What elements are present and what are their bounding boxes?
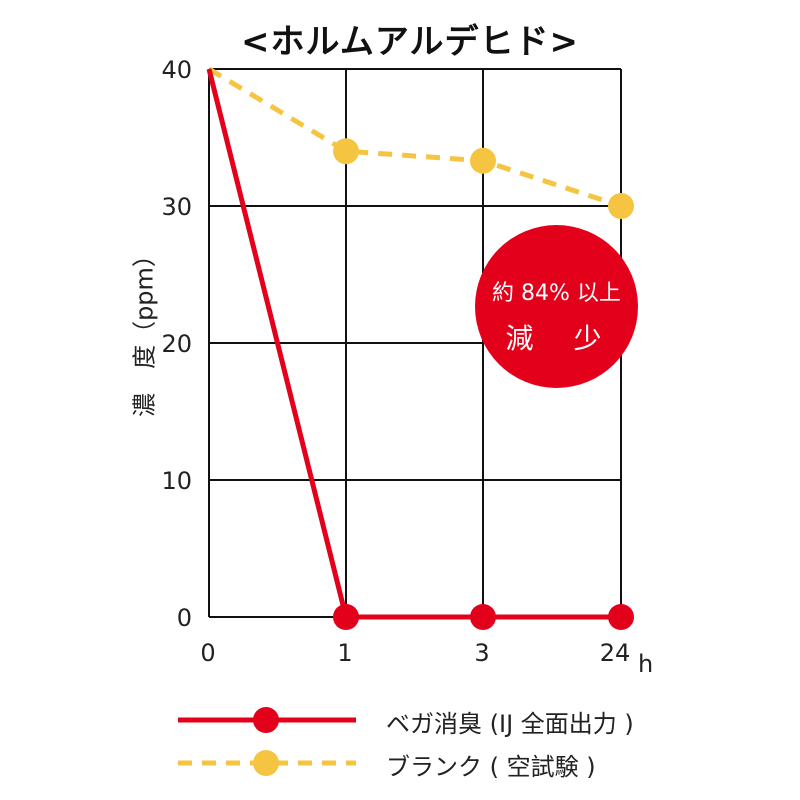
series-0-point-1 [333, 604, 359, 630]
legend-label-blank: ブランク ( 空試験 ) [386, 753, 596, 781]
badge-line-2: 減 少 [505, 322, 608, 355]
series-1-point-1 [333, 138, 359, 165]
series-line-0 [206, 68, 621, 620]
badge-line-1: 約 84% 以上 [492, 281, 621, 306]
series-1-point-24 [608, 193, 634, 219]
legend-swatch-blank [178, 750, 356, 776]
y-tick-label-40: 40 [161, 56, 192, 84]
reduction-badge: 約 84% 以上 減 少 [475, 225, 638, 388]
y-tick-label-20: 20 [161, 330, 192, 358]
x-tick-label-24: 24 [600, 639, 631, 667]
series-line-1 [207, 66, 622, 209]
legend-item-vega: ベガ消臭 (IJ 全面出力 ) [176, 700, 736, 740]
x-tick-label-3: 3 [474, 639, 489, 667]
legend-label-vega: ベガ消臭 (IJ 全面出力 ) [386, 710, 634, 738]
series-0-point-3 [470, 604, 496, 630]
legend-item-blank: ブランク ( 空試験 ) [176, 743, 736, 783]
x-tick-label-0: 0 [200, 639, 215, 667]
y-tick-label-10: 10 [161, 467, 192, 495]
legend-swatch-vega [178, 707, 356, 733]
series-0-point-24 [608, 604, 634, 630]
y-axis-label: 濃 度（ppm） [130, 243, 159, 417]
x-axis-unit-label: h [638, 650, 653, 678]
y-tick-label-0: 0 [177, 604, 192, 632]
x-tick-label-1: 1 [337, 639, 352, 667]
series-1-point-3 [470, 147, 496, 174]
y-tick-label-30: 30 [161, 193, 192, 221]
chart-title: <ホルムアルデヒド> [241, 22, 579, 62]
